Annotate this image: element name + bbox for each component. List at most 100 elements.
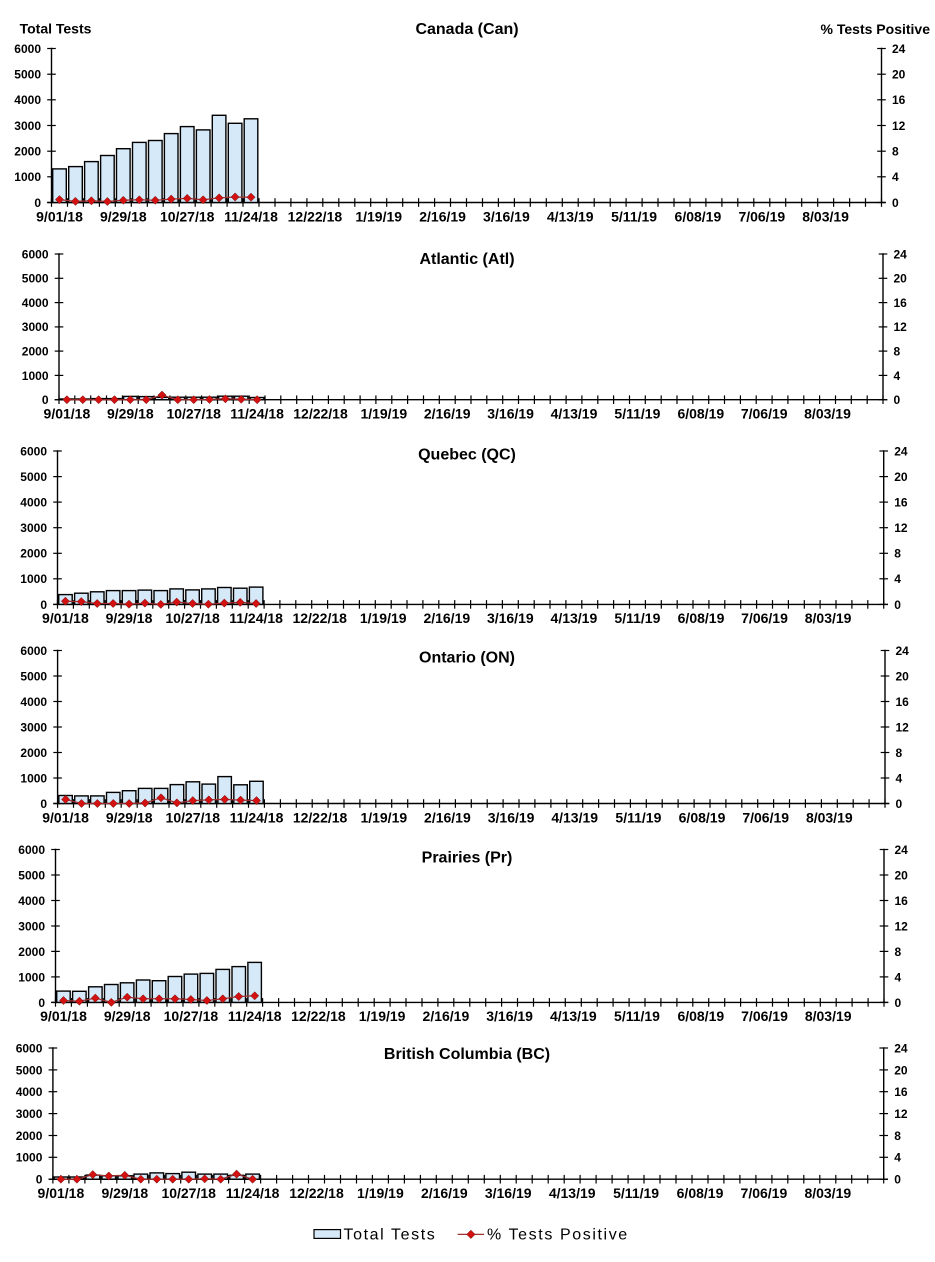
- svg-text:1000: 1000: [14, 170, 41, 184]
- svg-text:8/03/19: 8/03/19: [805, 610, 852, 626]
- svg-text:7/06/19: 7/06/19: [742, 809, 789, 825]
- svg-text:4000: 4000: [20, 695, 47, 709]
- svg-text:2000: 2000: [22, 345, 49, 359]
- svg-text:2000: 2000: [14, 145, 41, 159]
- svg-text:Canada (Can): Canada (Can): [415, 21, 518, 38]
- svg-text:1000: 1000: [20, 572, 47, 586]
- svg-text:9/01/18: 9/01/18: [38, 1185, 85, 1201]
- svg-text:16: 16: [895, 894, 909, 908]
- svg-text:9/29/18: 9/29/18: [101, 1185, 148, 1201]
- svg-text:3000: 3000: [22, 320, 49, 334]
- svg-text:4000: 4000: [18, 894, 45, 908]
- svg-text:5000: 5000: [20, 669, 47, 683]
- svg-text:8: 8: [894, 1129, 901, 1143]
- svg-text:12/22/18: 12/22/18: [293, 809, 348, 825]
- svg-text:12/22/18: 12/22/18: [289, 1185, 344, 1201]
- svg-text:3/16/19: 3/16/19: [486, 1008, 533, 1024]
- svg-text:0: 0: [894, 393, 901, 407]
- svg-text:1000: 1000: [20, 771, 47, 785]
- svg-text:2/16/19: 2/16/19: [424, 406, 471, 422]
- svg-text:4: 4: [894, 572, 901, 586]
- svg-text:7/06/19: 7/06/19: [741, 1185, 788, 1201]
- svg-text:4/13/19: 4/13/19: [551, 610, 598, 626]
- svg-text:16: 16: [896, 695, 910, 709]
- svg-text:Total Tests: Total Tests: [344, 1226, 437, 1243]
- svg-text:British Columbia (BC): British Columbia (BC): [384, 1046, 550, 1063]
- svg-text:5/11/19: 5/11/19: [611, 208, 657, 224]
- svg-text:1000: 1000: [22, 369, 49, 383]
- svg-text:2/16/19: 2/16/19: [423, 1008, 470, 1024]
- svg-text:5000: 5000: [16, 1063, 43, 1077]
- svg-text:6000: 6000: [18, 843, 45, 857]
- svg-text:11/24/18: 11/24/18: [229, 610, 283, 626]
- svg-text:9/01/18: 9/01/18: [40, 1008, 87, 1024]
- svg-text:% Tests Positive: % Tests Positive: [821, 21, 931, 37]
- svg-text:1000: 1000: [18, 970, 45, 984]
- svg-text:6000: 6000: [20, 644, 47, 658]
- svg-text:12/22/18: 12/22/18: [291, 1008, 346, 1024]
- svg-text:% Tests Positive: % Tests Positive: [487, 1226, 629, 1243]
- svg-text:10/27/18: 10/27/18: [166, 406, 221, 422]
- svg-text:8: 8: [894, 345, 901, 359]
- svg-text:Quebec (QC): Quebec (QC): [418, 447, 516, 464]
- svg-text:8: 8: [896, 746, 903, 760]
- svg-text:3000: 3000: [20, 720, 47, 734]
- svg-text:20: 20: [892, 68, 906, 82]
- svg-text:0: 0: [36, 1173, 43, 1187]
- svg-text:0: 0: [894, 598, 901, 612]
- svg-text:12: 12: [895, 919, 909, 933]
- svg-text:Total Tests: Total Tests: [20, 21, 92, 37]
- svg-text:3/16/19: 3/16/19: [488, 809, 535, 825]
- svg-text:8/03/19: 8/03/19: [804, 1185, 851, 1201]
- svg-text:2000: 2000: [18, 945, 45, 959]
- svg-text:10/27/18: 10/27/18: [161, 1185, 216, 1201]
- svg-text:6/08/19: 6/08/19: [677, 406, 724, 422]
- svg-text:8: 8: [892, 145, 899, 159]
- svg-text:1/19/19: 1/19/19: [359, 1008, 406, 1024]
- svg-text:5/11/19: 5/11/19: [613, 1185, 659, 1201]
- svg-text:Prairies (Pr): Prairies (Pr): [422, 849, 513, 866]
- svg-text:7/06/19: 7/06/19: [738, 208, 785, 224]
- svg-text:2/16/19: 2/16/19: [423, 610, 470, 626]
- svg-text:24: 24: [894, 247, 908, 261]
- svg-text:1/19/19: 1/19/19: [360, 406, 407, 422]
- svg-text:0: 0: [894, 1173, 901, 1187]
- svg-text:12/22/18: 12/22/18: [288, 208, 343, 224]
- svg-text:3000: 3000: [20, 521, 47, 535]
- svg-text:0: 0: [892, 196, 899, 210]
- svg-text:11/24/18: 11/24/18: [230, 406, 284, 422]
- svg-text:11/24/18: 11/24/18: [228, 1008, 282, 1024]
- svg-text:2/16/19: 2/16/19: [421, 1185, 468, 1201]
- svg-text:1000: 1000: [16, 1151, 43, 1165]
- svg-text:8/03/19: 8/03/19: [805, 1008, 852, 1024]
- svg-text:5000: 5000: [18, 868, 45, 882]
- svg-text:24: 24: [894, 1041, 908, 1055]
- svg-text:4000: 4000: [16, 1085, 43, 1099]
- svg-text:7/06/19: 7/06/19: [741, 406, 788, 422]
- svg-text:Atlantic (Atl): Atlantic (Atl): [419, 251, 514, 268]
- svg-text:8/03/19: 8/03/19: [802, 208, 849, 224]
- svg-text:12: 12: [894, 521, 908, 535]
- svg-text:3000: 3000: [16, 1107, 43, 1121]
- svg-text:2000: 2000: [20, 746, 47, 760]
- svg-text:0: 0: [895, 996, 902, 1010]
- svg-text:6/08/19: 6/08/19: [677, 1008, 724, 1024]
- svg-text:6000: 6000: [20, 444, 47, 458]
- svg-text:4: 4: [894, 1151, 901, 1165]
- svg-text:3000: 3000: [18, 919, 45, 933]
- svg-text:9/29/18: 9/29/18: [106, 809, 153, 825]
- svg-text:0: 0: [40, 598, 47, 612]
- svg-text:5/11/19: 5/11/19: [614, 406, 660, 422]
- svg-text:4: 4: [895, 970, 902, 984]
- svg-text:5000: 5000: [20, 470, 47, 484]
- svg-text:20: 20: [894, 470, 908, 484]
- svg-text:16: 16: [894, 296, 908, 310]
- svg-text:6000: 6000: [22, 247, 49, 261]
- svg-text:6000: 6000: [14, 42, 41, 56]
- svg-text:0: 0: [34, 196, 41, 210]
- svg-text:5000: 5000: [22, 272, 49, 286]
- svg-text:6/08/19: 6/08/19: [677, 1185, 724, 1201]
- svg-text:8: 8: [895, 945, 902, 959]
- svg-text:9/29/18: 9/29/18: [104, 1008, 151, 1024]
- svg-text:8/03/19: 8/03/19: [804, 406, 851, 422]
